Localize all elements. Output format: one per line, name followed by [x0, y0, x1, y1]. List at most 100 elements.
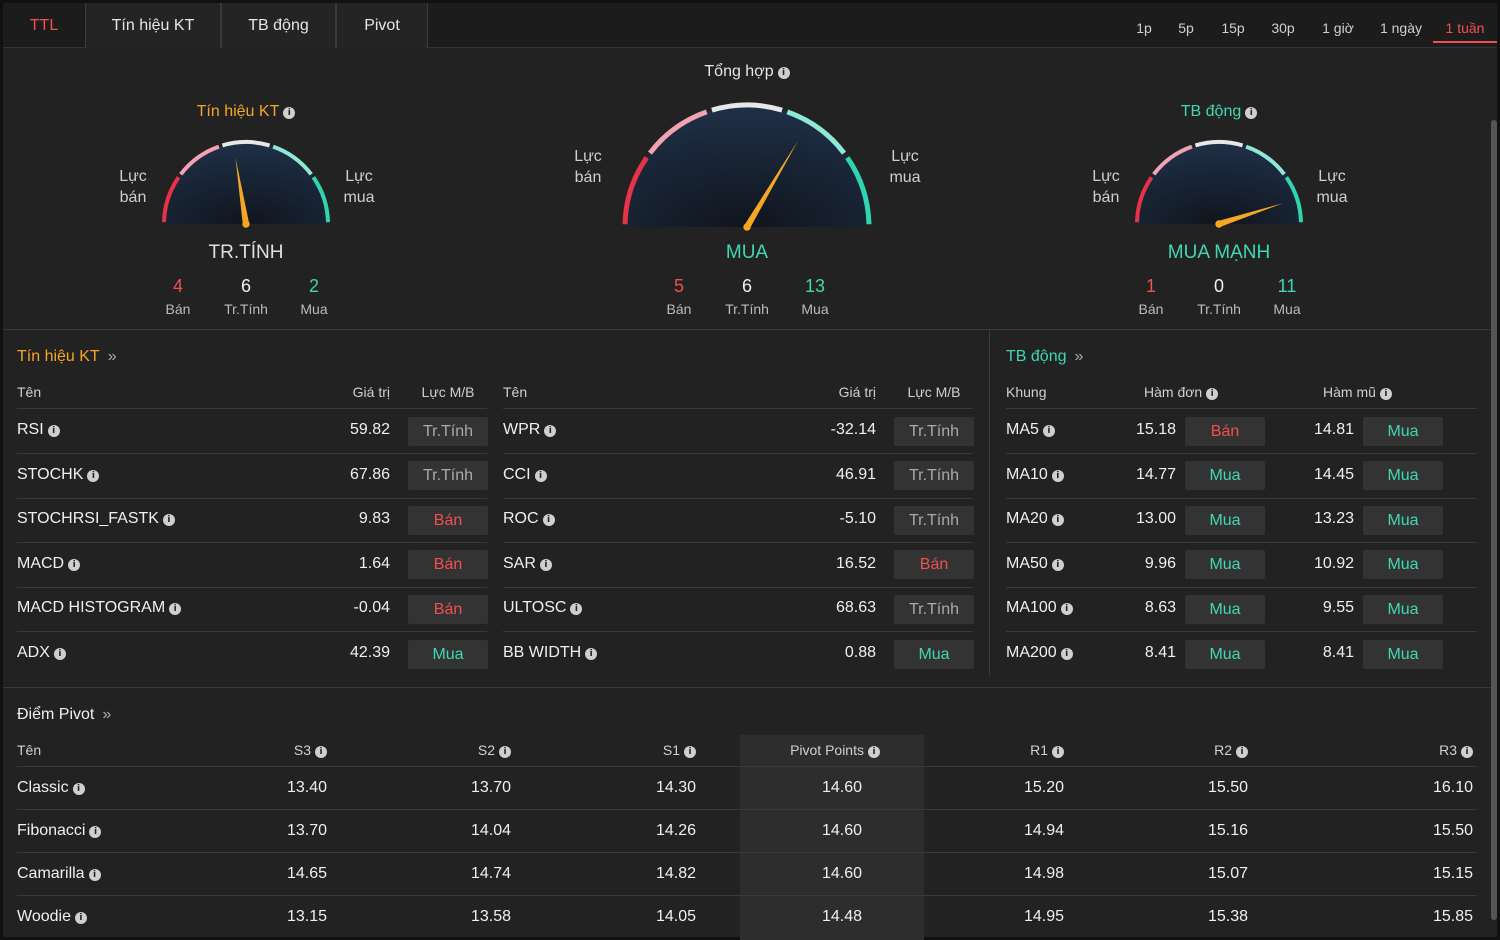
pivot-value: 15.85	[1432, 908, 1473, 925]
scrollbar[interactable]	[1491, 120, 1497, 920]
pivot-value: 14.30	[655, 779, 696, 796]
signal-badge: Tr.Tính	[894, 416, 974, 446]
col-header-pivot: Pivot Points i	[720, 742, 880, 758]
info-icon[interactable]: i	[1051, 469, 1064, 482]
info-icon[interactable]: i	[585, 648, 598, 660]
info-icon[interactable]: i	[868, 746, 880, 758]
timeframe-1h[interactable]: 1 giờ	[1322, 20, 1354, 36]
pivot-value: 14.60	[821, 822, 862, 839]
tab-tech-signals[interactable]: Tín hiệu KT	[85, 3, 221, 48]
indicator-name: SAR i	[503, 555, 552, 573]
info-icon[interactable]: i	[1052, 746, 1064, 758]
pivot-value: 13.15	[286, 908, 327, 925]
signal-badge: Mua	[408, 639, 488, 669]
indicator-name: MACD HISTOGRAM i	[17, 599, 182, 617]
pivot-value: 13.70	[286, 822, 327, 839]
info-icon[interactable]: i	[1051, 558, 1064, 571]
signal-badge: Mua	[894, 639, 974, 669]
gauge-summary-neutral-count: 6 Tr.Tính	[725, 276, 769, 317]
info-icon[interactable]: i	[89, 826, 102, 838]
info-icon[interactable]: i	[777, 67, 790, 79]
info-icon[interactable]: i	[74, 912, 87, 924]
info-icon[interactable]: i	[47, 425, 60, 437]
timeframe-5p[interactable]: 5p	[1178, 20, 1194, 36]
pivot-value: 13.58	[470, 908, 511, 925]
info-icon[interactable]: i	[1236, 746, 1248, 758]
info-icon[interactable]: i	[539, 558, 552, 571]
pivot-method-name: Camarilla i	[17, 865, 101, 883]
info-icon[interactable]: i	[1461, 746, 1473, 758]
ma-name: MA200 i	[1006, 644, 1073, 662]
double-chevron-right-icon: »	[1074, 348, 1084, 365]
gauge-tech-title: Tín hiệu KT i	[146, 103, 346, 121]
tab-ttl[interactable]: TTL	[29, 17, 59, 34]
info-icon[interactable]: i	[1051, 514, 1064, 527]
ma-section-header[interactable]: TB động»	[1006, 348, 1084, 365]
info-icon[interactable]: i	[315, 746, 327, 758]
info-icon[interactable]: i	[53, 648, 66, 660]
timeframe-15p[interactable]: 15p	[1221, 20, 1245, 36]
divider	[989, 330, 990, 676]
row-divider	[503, 542, 973, 544]
signal-badge: Bán	[408, 594, 488, 624]
row-divider	[1006, 453, 1477, 454]
info-icon[interactable]: i	[1060, 648, 1073, 660]
row-divider	[503, 453, 973, 454]
row-divider	[503, 586, 973, 588]
col-header-value: Giá trị	[838, 384, 876, 400]
ma-simple-value: 8.41	[1144, 644, 1176, 661]
info-icon[interactable]: i	[1206, 388, 1219, 400]
info-icon[interactable]: i	[88, 869, 101, 881]
tab-pivot[interactable]: Pivot	[336, 3, 428, 48]
pivot-value: 14.74	[470, 865, 511, 882]
info-icon[interactable]: i	[1379, 388, 1392, 400]
timeframe-1w[interactable]: 1 tuần	[1433, 3, 1497, 43]
gauge-segment	[311, 176, 330, 223]
info-icon[interactable]: i	[1042, 425, 1055, 437]
signal-badge: Tr.Tính	[894, 505, 974, 535]
row-divider	[503, 408, 973, 409]
info-icon[interactable]: i	[87, 469, 100, 482]
info-icon[interactable]: i	[570, 603, 583, 616]
info-icon[interactable]: i	[72, 783, 85, 795]
timeframe-30p[interactable]: 30p	[1271, 20, 1295, 36]
ma-simple-value: 14.77	[1135, 465, 1176, 483]
info-icon[interactable]: i	[684, 746, 696, 758]
info-icon[interactable]: i	[499, 746, 511, 758]
col-header-pivot: S1 i	[536, 742, 696, 758]
info-icon[interactable]: i	[162, 514, 175, 527]
pivot-value: 14.04	[470, 822, 511, 839]
gauge-segment	[786, 109, 847, 155]
signal-badge: Bán	[408, 505, 488, 535]
info-icon[interactable]: i	[1060, 603, 1073, 616]
info-icon[interactable]: i	[68, 558, 81, 571]
info-icon[interactable]: i	[544, 425, 557, 437]
info-icon[interactable]: i	[283, 107, 296, 119]
pivot-method-name: Woodie i	[17, 908, 87, 926]
info-icon[interactable]: i	[534, 469, 547, 482]
signal-badge: Tr.Tính	[408, 461, 488, 491]
pivot-value: 14.60	[821, 779, 862, 796]
gauge-segment	[162, 176, 181, 223]
pivot-value: 14.82	[655, 865, 696, 882]
info-icon[interactable]: i	[169, 603, 182, 616]
gauge-summary-dial	[622, 102, 872, 231]
tab-moving-average[interactable]: TB động	[221, 3, 336, 48]
tech-section-header[interactable]: Tín hiệu KT»	[17, 348, 117, 365]
pivot-section-header[interactable]: Điểm Pivot»	[17, 706, 112, 723]
indicator-name: RSI i	[17, 421, 60, 439]
col-header-signal: Lực M/B	[421, 384, 475, 400]
signal-badge: Mua	[1363, 416, 1443, 446]
ma-exp-value: 9.55	[1322, 599, 1354, 617]
gauge-tech-neutral-count: 6 Tr.Tính	[224, 276, 268, 317]
timeframe-1p[interactable]: 1p	[1136, 20, 1152, 36]
pivot-value: 15.38	[1207, 908, 1248, 925]
timeframe-1d[interactable]: 1 ngày	[1379, 20, 1423, 36]
signal-badge: Mua	[1185, 550, 1265, 580]
row-divider	[17, 586, 487, 588]
info-icon[interactable]: i	[542, 514, 555, 527]
info-icon[interactable]: i	[1245, 107, 1258, 119]
indicator-value: 59.82	[349, 421, 390, 438]
pivot-value: 14.48	[821, 908, 862, 925]
signal-badge: Mua	[1185, 505, 1265, 535]
